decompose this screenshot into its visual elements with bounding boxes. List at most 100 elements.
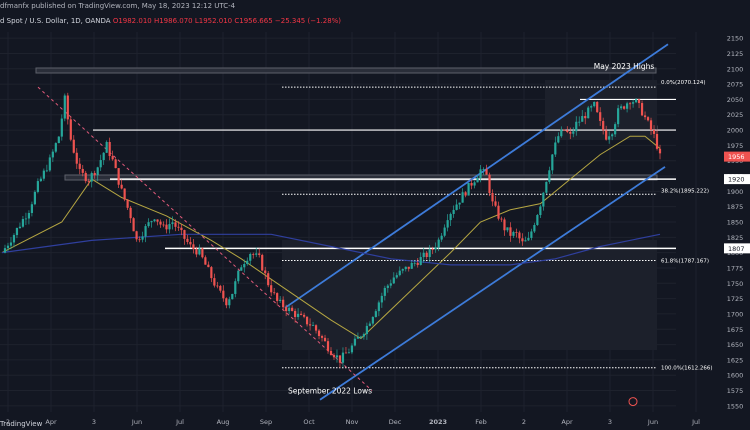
candle-body bbox=[204, 257, 207, 265]
badge-1807-bg bbox=[724, 243, 750, 254]
flag-icon bbox=[628, 397, 638, 407]
candle-body bbox=[464, 192, 467, 196]
candle-body bbox=[572, 131, 575, 134]
candle-body bbox=[602, 120, 605, 131]
candle-body bbox=[150, 221, 153, 223]
consolidation-bands bbox=[35, 67, 658, 350]
candle-body bbox=[353, 338, 357, 346]
candle-body bbox=[527, 237, 530, 241]
candle-body bbox=[640, 103, 644, 116]
candle-body bbox=[99, 160, 102, 168]
candle-body bbox=[72, 139, 75, 153]
candle-body bbox=[521, 238, 524, 242]
candle-body bbox=[33, 191, 36, 205]
price-tick-label: 2025 bbox=[727, 111, 744, 119]
candle-body bbox=[605, 130, 608, 140]
price-tick-label: 1575 bbox=[727, 387, 744, 395]
time-tick-label: 2 bbox=[522, 418, 526, 426]
candle-body bbox=[225, 298, 228, 306]
candle-body bbox=[165, 224, 168, 230]
candle-body bbox=[36, 181, 39, 192]
candle-body bbox=[584, 116, 587, 119]
candle-body bbox=[129, 207, 132, 219]
badge-current-price-bg bbox=[724, 151, 750, 162]
candle-body bbox=[255, 253, 258, 255]
candle-body bbox=[593, 101, 596, 107]
candle-body bbox=[581, 116, 584, 122]
candle-body bbox=[24, 218, 28, 220]
candle-body bbox=[446, 220, 449, 228]
candle-body bbox=[153, 219, 156, 222]
candle-body bbox=[195, 249, 198, 255]
candle-body bbox=[497, 205, 500, 219]
candle-body bbox=[512, 232, 515, 236]
candle-body bbox=[655, 133, 659, 149]
candle-body bbox=[12, 235, 16, 243]
candle-body bbox=[413, 262, 416, 264]
candle-body bbox=[560, 129, 563, 137]
ascending-channel bbox=[284, 43, 669, 401]
candle-body bbox=[425, 252, 428, 258]
candle-body bbox=[437, 239, 440, 248]
candle-body bbox=[344, 352, 348, 354]
candle-body bbox=[66, 95, 69, 120]
symbol-name: d Spot / U.S. Dollar, 1D, OANDA bbox=[0, 17, 111, 25]
candle-body bbox=[431, 249, 434, 250]
candle-body bbox=[18, 226, 22, 229]
candle-body bbox=[320, 336, 324, 338]
candle-body bbox=[9, 242, 13, 246]
time-tick-label: Jul bbox=[691, 418, 700, 426]
chart-annotations: May 2023 Highs September 2022 Lows 0.0%(20… bbox=[288, 62, 750, 407]
candle-body bbox=[252, 253, 255, 255]
candle-body bbox=[279, 299, 282, 301]
candle-body bbox=[341, 352, 345, 363]
candle-body bbox=[434, 247, 437, 250]
price-tick-label: 1725 bbox=[727, 295, 744, 303]
time-axis[interactable]: 2 Apr 3 Jun Jul Aug Sep Oct Nov Dec 2023 Feb 2 Apr 3 Ju… bbox=[6, 418, 700, 426]
candle-body bbox=[509, 227, 512, 236]
candle-body bbox=[440, 235, 443, 240]
symbol-line: d Spot / U.S. Dollar, 1D, OANDA O1982.01… bbox=[0, 17, 341, 25]
candle-body bbox=[428, 249, 431, 258]
candle-body bbox=[590, 106, 593, 108]
candle-body bbox=[476, 177, 479, 183]
candle-body bbox=[350, 345, 354, 353]
candle-body bbox=[183, 230, 186, 239]
time-tick-label: Sep bbox=[260, 418, 272, 426]
time-tick-label: Jun bbox=[647, 418, 658, 426]
candle-body bbox=[270, 285, 273, 293]
time-tick-label: Aug bbox=[217, 418, 230, 426]
candle-body bbox=[234, 281, 237, 294]
candle-body bbox=[646, 117, 650, 121]
candle-body bbox=[285, 307, 288, 312]
price-axis[interactable]: 2150212521002075205020252000197519501925… bbox=[727, 35, 744, 411]
candle-body bbox=[78, 163, 81, 169]
candle-body bbox=[407, 266, 410, 269]
candle-body bbox=[3, 248, 7, 253]
candle-body bbox=[545, 181, 548, 193]
price-tick-label: 2150 bbox=[727, 35, 744, 43]
candle-body bbox=[120, 184, 123, 189]
label-may-highs: May 2023 Highs bbox=[594, 62, 655, 71]
candle-body bbox=[643, 115, 647, 118]
price-tick-label: 1650 bbox=[727, 341, 744, 349]
candle-body bbox=[515, 232, 518, 233]
candle-body bbox=[75, 152, 78, 164]
time-tick-label: Jun bbox=[131, 418, 142, 426]
candle-body bbox=[30, 204, 34, 213]
candle-body bbox=[177, 226, 180, 228]
time-tick-label: 2023 bbox=[429, 418, 447, 426]
upper-band bbox=[35, 67, 657, 74]
candle-body bbox=[652, 129, 656, 134]
moving-averages bbox=[1, 135, 661, 340]
candle-body bbox=[147, 222, 150, 227]
candle-body bbox=[548, 170, 551, 182]
candle-body bbox=[386, 285, 389, 288]
candle-body bbox=[87, 181, 90, 182]
candle-body bbox=[135, 231, 138, 240]
candle-body bbox=[608, 136, 611, 140]
fib-label-61: 61.8%(1787.167) bbox=[661, 259, 709, 265]
candle-body bbox=[628, 103, 632, 105]
candle-body bbox=[347, 352, 351, 354]
